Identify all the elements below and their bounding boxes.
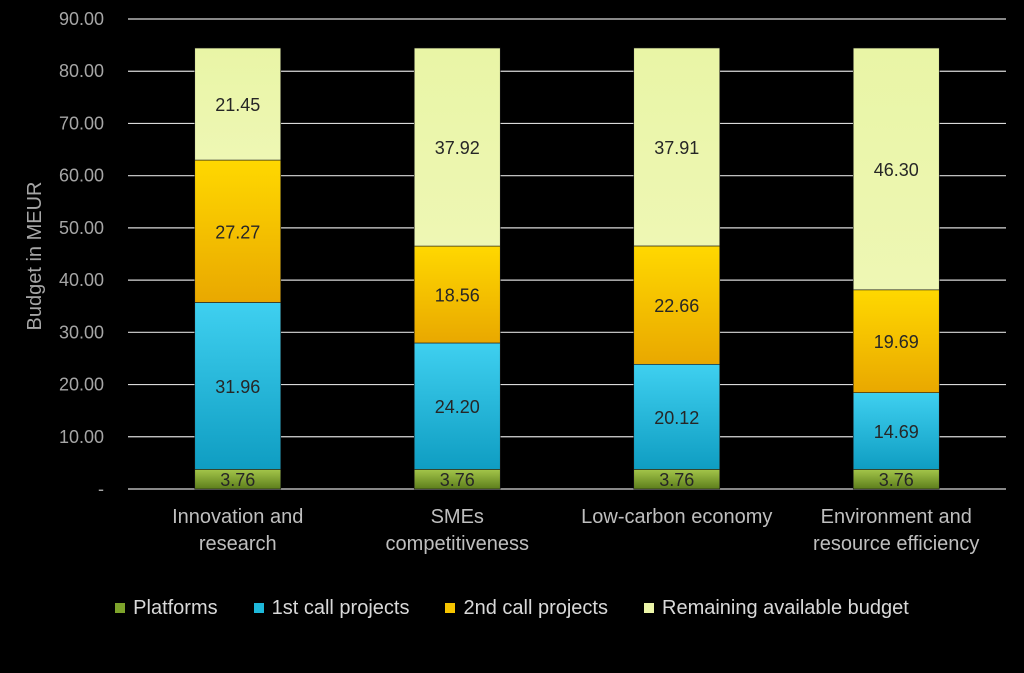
legend-swatch	[445, 603, 456, 613]
y-tick-label: 50.00	[59, 218, 104, 238]
bars: 3.76 31.96 27.27 21.45 3.76 24.20 18.56 37.92 3.…	[194, 47, 940, 490]
x-axis-labels: Innovation and research SMEs competitivenes…	[172, 506, 979, 555]
bar-segment-remaining-available-budget	[194, 47, 282, 161]
legend-swatch	[644, 603, 654, 613]
data-label: 22.66	[654, 296, 699, 316]
legend-label: 1st call projects	[271, 596, 410, 619]
bar-segment-1st-call-projects	[633, 363, 721, 470]
data-label: 46.30	[874, 160, 919, 180]
bar-segment-remaining-available-budget	[852, 47, 940, 291]
data-label: 19.69	[874, 332, 919, 352]
data-label: 3.76	[879, 470, 914, 490]
legend-label: 2nd call projects	[463, 596, 608, 619]
data-label: 14.69	[874, 422, 919, 442]
legend-swatch	[253, 603, 264, 613]
y-tick-label: 80.00	[59, 61, 104, 81]
data-label: 20.12	[654, 408, 699, 428]
data-label: 3.76	[440, 470, 475, 490]
data-label: 21.45	[215, 95, 260, 115]
y-tick-label: 90.00	[59, 9, 104, 29]
y-tick-label: 30.00	[59, 322, 104, 342]
bar-segment-2nd-call-projects	[633, 245, 721, 365]
bar-segment-remaining-available-budget	[633, 47, 721, 247]
legend: Platforms 1st call projects 2nd call proje…	[0, 594, 1024, 622]
x-tick-label: SMEs competitiveness	[386, 506, 529, 555]
bar-segment-2nd-call-projects	[194, 159, 282, 303]
y-tick-label: 70.00	[59, 113, 104, 133]
bar-segment-2nd-call-projects	[413, 245, 501, 344]
bar-segment-1st-call-projects	[413, 342, 501, 470]
legend-item: 1st call projects	[253, 596, 410, 620]
legend-item: 2nd call projects	[445, 597, 608, 620]
y-tick-label: 60.00	[59, 166, 104, 186]
stacked-bar-chart: - 10.00 20.00 30.00 40.00 50.00 60.00 70.00 80.0…	[24, 9, 1006, 555]
data-label: 37.92	[435, 138, 480, 158]
bar-segment-1st-call-projects	[194, 302, 282, 470]
legend-label: Platforms	[133, 596, 218, 619]
legend-label: Remaining available budget	[662, 596, 909, 619]
data-label: 27.27	[215, 222, 260, 242]
legend-swatch	[115, 603, 126, 613]
bar-segment-remaining-available-budget	[413, 47, 501, 247]
x-tick-label: Innovation and research	[172, 506, 303, 555]
data-label: 37.91	[654, 138, 699, 158]
y-tick-label: 40.00	[59, 270, 104, 290]
bar-segment-1st-call-projects	[852, 392, 940, 470]
legend-item: Remaining available budget	[644, 597, 909, 620]
bar-segment-2nd-call-projects	[852, 289, 940, 393]
y-tick-label: -	[98, 479, 104, 499]
y-axis-ticks: - 10.00 20.00 30.00 40.00 50.00 60.00 70.00 80.0…	[59, 9, 104, 499]
data-label: 3.76	[659, 470, 694, 490]
x-tick-label: Environment and resource efficiency	[813, 506, 979, 555]
data-label: 24.20	[435, 397, 480, 417]
data-label: 18.56	[435, 286, 480, 306]
y-tick-label: 20.00	[59, 375, 104, 395]
y-axis-title: Budget in MEUR	[24, 182, 46, 331]
data-label: 3.76	[220, 470, 255, 490]
y-tick-label: 10.00	[59, 427, 104, 447]
x-tick-label: Low-carbon economy	[581, 506, 772, 528]
legend-item: Platforms	[115, 596, 218, 620]
data-label: 31.96	[215, 377, 260, 397]
